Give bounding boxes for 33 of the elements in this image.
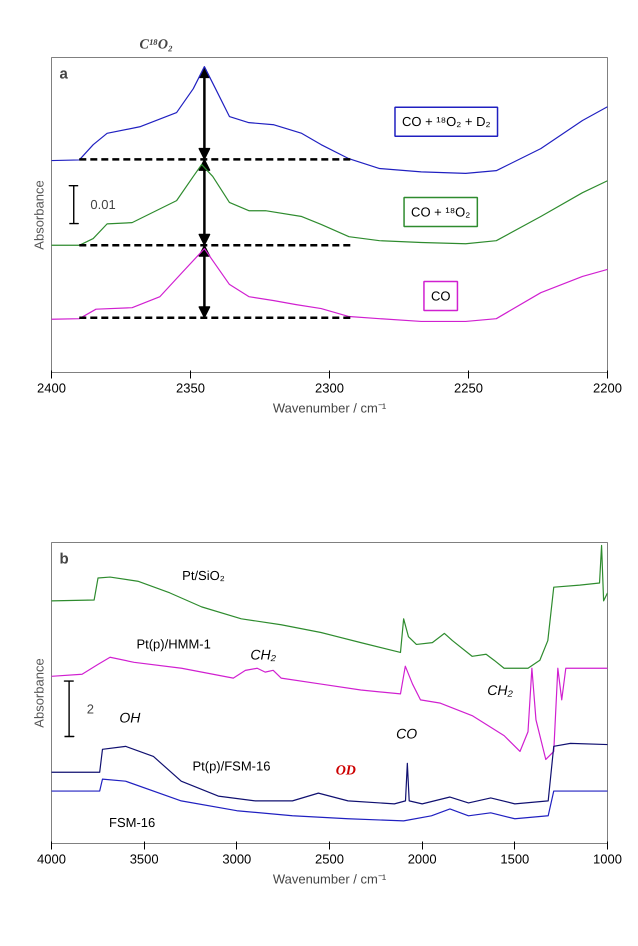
chart-title: C¹⁸O₂ [140,38,174,52]
x-tick-label: 3500 [130,852,159,866]
x-tick-label: 3000 [222,852,252,866]
series-label: FSM-16 [109,815,156,830]
annotation: 2 [86,701,94,716]
annotation: OD [336,764,356,779]
annotation: OH [119,710,142,726]
annotation: CH₂ [487,682,514,698]
y-axis-title: Absorbance [32,180,46,250]
x-tick-label: 2000 [408,852,437,866]
x-axis-title: Wavenumber / cm⁻¹ [272,872,387,886]
x-tick-label: 1000 [593,852,622,866]
x-tick-label: 2250 [454,380,483,396]
text: CO + ¹⁸O₂ + D₂ [402,114,491,130]
annotation: a [60,66,68,82]
x-tick-label: 2350 [176,380,205,396]
x-tick-label: 4000 [37,852,66,866]
series-label: CO [430,288,450,304]
series-label: Pt/SiO₂ [182,568,225,583]
x-tick-label: 2500 [315,852,344,866]
annotation: 0.01 [90,197,116,212]
series-label: CO + ¹⁸O₂ [411,204,470,220]
x-axis-title: Wavenumber / cm⁻¹ [272,400,387,416]
x-tick-label: 2400 [37,380,66,396]
annotation: CH₂ [250,646,277,662]
y-axis-title: Absorbance [32,658,46,728]
series-label: Pt(p)/HMM-1 [136,636,211,652]
annotation: CO [396,726,418,742]
x-tick-label: 2300 [315,380,344,396]
series-label: Pt(p)/FSM-16 [192,758,270,774]
x-tick-label: 2200 [593,380,622,396]
annotation: b [60,550,69,568]
x-tick-label: 1500 [500,852,530,866]
